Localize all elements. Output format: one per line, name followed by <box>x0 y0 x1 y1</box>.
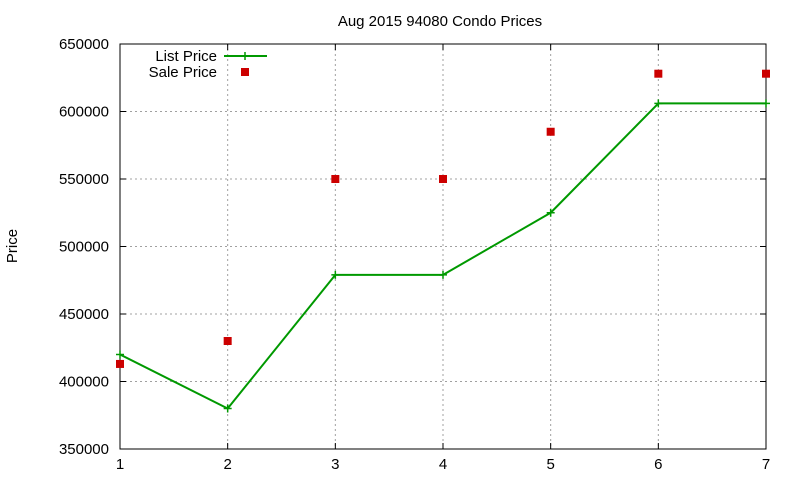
x-tick-label-1: 2 <box>223 456 231 473</box>
chart-title: Aug 2015 94080 Condo Prices <box>338 13 542 30</box>
x-tick-label-0: 1 <box>116 456 124 473</box>
data-point-1-1 <box>223 337 232 345</box>
data-point-1-4 <box>546 127 555 136</box>
y-tick-label-6: 650000 <box>59 36 109 53</box>
data-point-0-3 <box>439 270 447 279</box>
y-tick-label-5: 600000 <box>59 104 109 121</box>
grid-lines <box>120 44 766 449</box>
x-tick-label-5: 6 <box>654 456 662 473</box>
data-point-1-2 <box>331 175 340 183</box>
x-tick-label-6: 7 <box>762 456 770 473</box>
data-point-0-6 <box>762 99 770 108</box>
data-point-0-4 <box>546 208 555 217</box>
data-point-1-3 <box>439 175 447 183</box>
data-point-1-0 <box>116 359 124 368</box>
data-point-0-1 <box>223 404 232 413</box>
legend-label-0: List Price <box>155 48 217 65</box>
data-point-1-5 <box>654 69 663 78</box>
y-tick-label-0: 350000 <box>59 441 109 458</box>
data-point-0-5 <box>654 99 663 108</box>
y-tick-label-4: 550000 <box>59 171 109 188</box>
y-axis-label: Price <box>4 229 21 263</box>
legend-marker-1 <box>241 68 249 76</box>
legend-marker-0 <box>241 52 249 60</box>
x-tick-label-4: 5 <box>546 456 554 473</box>
x-tick-label-2: 3 <box>331 456 339 473</box>
series-list-price <box>116 99 770 413</box>
legend-label-1: Sale Price <box>149 64 217 81</box>
y-tick-label-2: 450000 <box>59 306 109 323</box>
data-point-0-0 <box>116 350 124 359</box>
data-point-0-2 <box>331 270 340 279</box>
data-series <box>116 69 770 413</box>
series-sale-price <box>116 69 770 368</box>
data-point-1-6 <box>762 69 770 78</box>
axes: 350000 400000 450000 500000 550000 600000 6500… <box>59 36 770 473</box>
y-tick-label-3: 500000 <box>59 239 109 256</box>
x-tick-label-3: 4 <box>439 456 447 473</box>
y-tick-label-1: 400000 <box>59 374 109 391</box>
